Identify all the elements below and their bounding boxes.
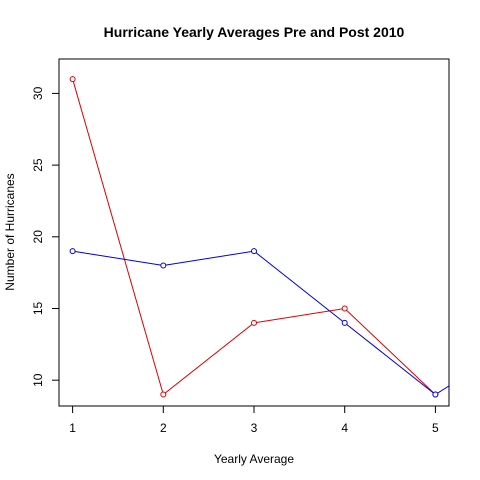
x-tick-label: 2 xyxy=(160,421,167,435)
series-2-point xyxy=(161,263,166,268)
series-1-point xyxy=(161,392,166,397)
series-2-point xyxy=(70,249,75,254)
y-tick-label: 30 xyxy=(31,86,45,100)
chart-title: Hurricane Yearly Averages Pre and Post 2… xyxy=(104,24,405,40)
y-axis-label: Number of Hurricanes xyxy=(3,173,17,290)
series-1-point xyxy=(342,306,347,311)
x-axis-label: Yearly Average xyxy=(214,452,294,466)
series-2-point xyxy=(433,392,438,397)
series-1-point xyxy=(252,320,257,325)
x-tick-label: 3 xyxy=(251,421,258,435)
x-tick-label: 4 xyxy=(341,421,348,435)
x-tick-label: 1 xyxy=(69,421,76,435)
series-2-point xyxy=(342,320,347,325)
y-tick-label: 15 xyxy=(31,302,45,316)
x-tick-label: 5 xyxy=(432,421,439,435)
y-tick-label: 20 xyxy=(31,230,45,244)
series-1-point xyxy=(70,77,75,82)
y-tick-label: 10 xyxy=(31,373,45,387)
y-tick-label: 25 xyxy=(31,158,45,172)
series-2-point xyxy=(252,249,257,254)
